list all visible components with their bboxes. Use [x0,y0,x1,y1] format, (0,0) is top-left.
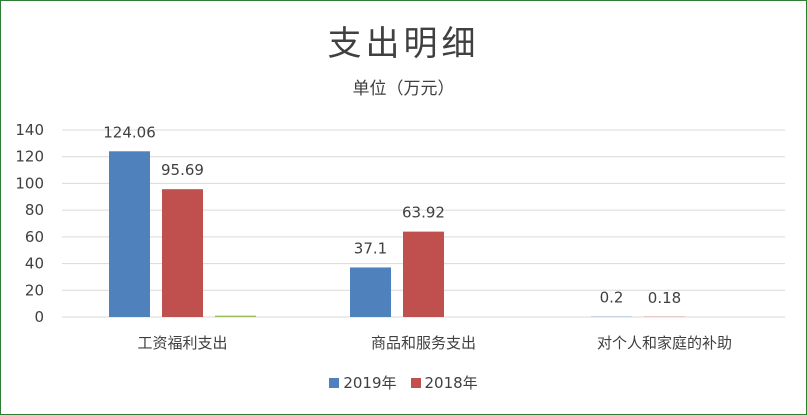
data-label: 37.1 [354,239,387,257]
legend-label: 2018年 [424,374,478,392]
legend-item: 2018年 [410,372,478,393]
legend-swatch [329,377,340,388]
y-tick-label: 40 [25,255,44,273]
data-label: 95.69 [161,161,204,179]
y-tick-label: 140 [15,121,44,139]
bar-1-1 [109,151,150,317]
data-label: 0.2 [600,289,624,307]
data-label: 0.18 [648,289,681,307]
chart-title: 支出明细 [327,24,480,64]
y-tick-label: 60 [25,228,44,246]
y-tick-label: 120 [15,148,44,166]
bar-1-2 [350,267,391,317]
y-tick-label: 20 [25,281,44,299]
y-tick-label: 100 [15,174,44,192]
legend: 2019年 2018年 [0,372,807,393]
x-category-label: 商品和服务支出 [371,334,476,352]
x-category-label: 对个人和家庭的补助 [597,334,732,352]
y-tick-label: 80 [25,201,44,219]
bar-2-1 [162,189,203,317]
bar-2-2 [403,231,444,317]
x-category-label: 工资福利支出 [137,334,227,352]
y-tick-label: 0 [34,308,44,326]
legend-swatch [410,377,421,388]
chart-subtitle: 单位（万元） [352,79,455,99]
bar-3-1 [215,315,256,317]
legend-label: 2019年 [343,374,397,392]
legend-item: 2019年 [329,372,397,393]
data-label: 63.92 [402,204,445,222]
data-label: 124.06 [103,123,156,141]
